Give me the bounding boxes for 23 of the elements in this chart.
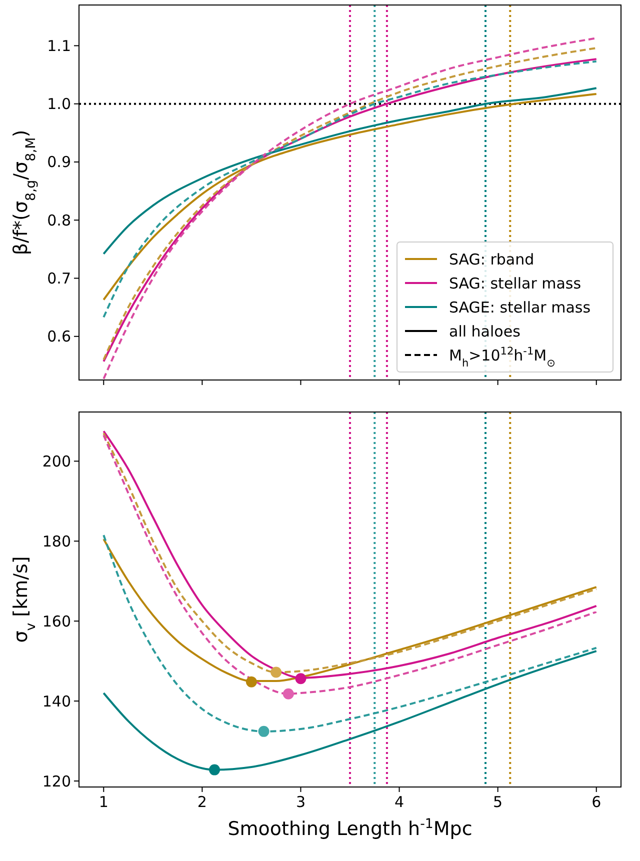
legend-label: SAG: stellar mass bbox=[449, 274, 582, 292]
y-tick-label: 0.9 bbox=[47, 153, 71, 172]
x-tick-label: 4 bbox=[394, 793, 404, 811]
y-tick-label: 0.7 bbox=[47, 270, 71, 288]
y-tick-label: 1.0 bbox=[47, 95, 71, 114]
y-tick-label: 0.8 bbox=[47, 211, 71, 230]
x-tick-label: 6 bbox=[592, 793, 602, 811]
x-axis-title: Smoothing Length h$^{-1}$Mpc bbox=[228, 816, 472, 840]
y-tick-label: 180 bbox=[42, 532, 71, 550]
legend-label: SAG: rband bbox=[449, 250, 534, 268]
y-tick-label: 1.1 bbox=[47, 36, 71, 55]
x-tick-label: 1 bbox=[98, 793, 108, 811]
y-tick-label: 200 bbox=[42, 452, 71, 470]
x-tick-label: 5 bbox=[493, 793, 503, 811]
y-tick-label: 160 bbox=[42, 612, 71, 630]
legend-label: all haloes bbox=[449, 322, 521, 340]
legend-label: SAGE: stellar mass bbox=[449, 298, 591, 316]
x-tick-label: 3 bbox=[296, 793, 306, 811]
y-tick-label: 120 bbox=[42, 772, 71, 790]
y-tick-label: 140 bbox=[42, 692, 71, 710]
x-tick-label: 2 bbox=[197, 793, 207, 811]
legend-label: M$_{h}$>10$^{12}$h$^{-1}$M$_{⊙}$ bbox=[449, 345, 556, 370]
y-tick-label: 0.6 bbox=[47, 328, 71, 346]
